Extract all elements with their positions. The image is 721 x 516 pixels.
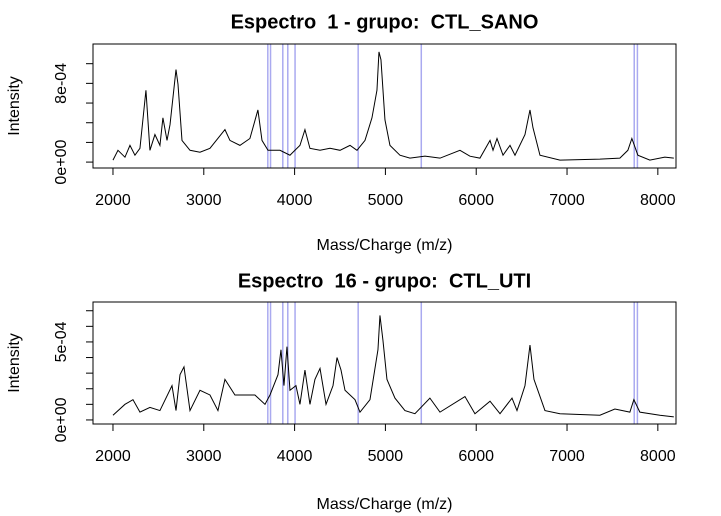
chart-title: Espectro 1 - grupo: CTL_SANO (231, 11, 539, 33)
y-axis-label: Intensity (6, 333, 23, 393)
y-tick-label: 8e-04 (53, 63, 70, 104)
x-tick-label: 7000 (549, 448, 585, 465)
spectrum-line (112, 315, 674, 418)
x-tick-label: 2000 (95, 448, 131, 465)
x-tick-label: 5000 (368, 192, 404, 209)
y-tick-label: 5e-04 (53, 321, 70, 362)
x-tick-label: 4000 (277, 448, 313, 465)
y-tick-label: 0e+00 (53, 140, 70, 185)
x-tick-label: 6000 (458, 192, 494, 209)
x-tick-label: 8000 (640, 448, 676, 465)
x-axis-label: Mass/Charge (m/z) (316, 496, 452, 513)
x-axis-label: Mass/Charge (m/z) (316, 237, 452, 254)
chart-title: Espectro 16 - grupo: CTL_UTI (238, 270, 531, 292)
y-tick-label: 0e+00 (53, 397, 70, 442)
x-tick-label: 6000 (458, 448, 494, 465)
x-tick-label: 5000 (368, 448, 404, 465)
y-axis-label: Intensity (6, 76, 23, 136)
x-tick-label: 3000 (186, 192, 222, 209)
plot-box (92, 43, 677, 169)
x-tick-label: 8000 (640, 192, 676, 209)
plot-box (92, 301, 677, 425)
x-tick-label: 7000 (549, 192, 585, 209)
x-tick-label: 2000 (95, 192, 131, 209)
x-tick-label: 4000 (277, 192, 313, 209)
spectrum-line (112, 51, 674, 161)
x-tick-label: 3000 (186, 448, 222, 465)
